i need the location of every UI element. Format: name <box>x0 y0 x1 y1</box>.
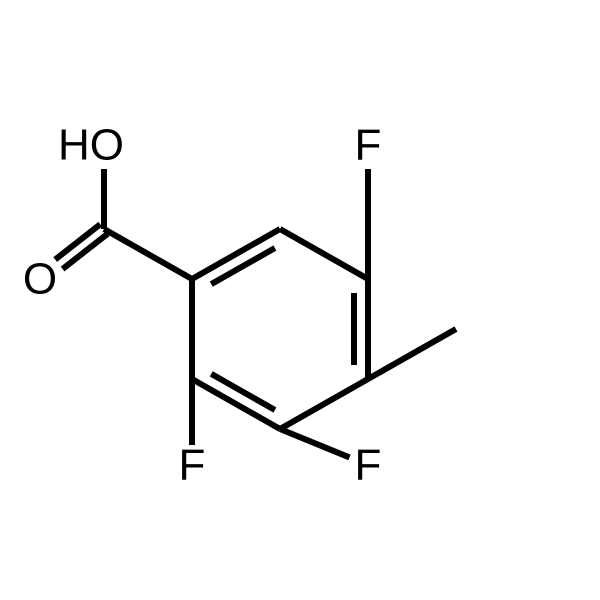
bond <box>280 429 349 457</box>
atom-label-O8: HO <box>58 121 124 170</box>
bond <box>368 329 456 379</box>
atom-label-O9: O <box>23 255 57 304</box>
bond <box>280 379 368 429</box>
bond <box>280 229 368 279</box>
molecule-diagram: HO O F F F <box>0 0 600 600</box>
bond <box>104 229 192 279</box>
atom-label-F12: F <box>355 441 382 490</box>
atom-label-F10: F <box>355 121 382 170</box>
atom-label-F11: F <box>179 441 206 490</box>
